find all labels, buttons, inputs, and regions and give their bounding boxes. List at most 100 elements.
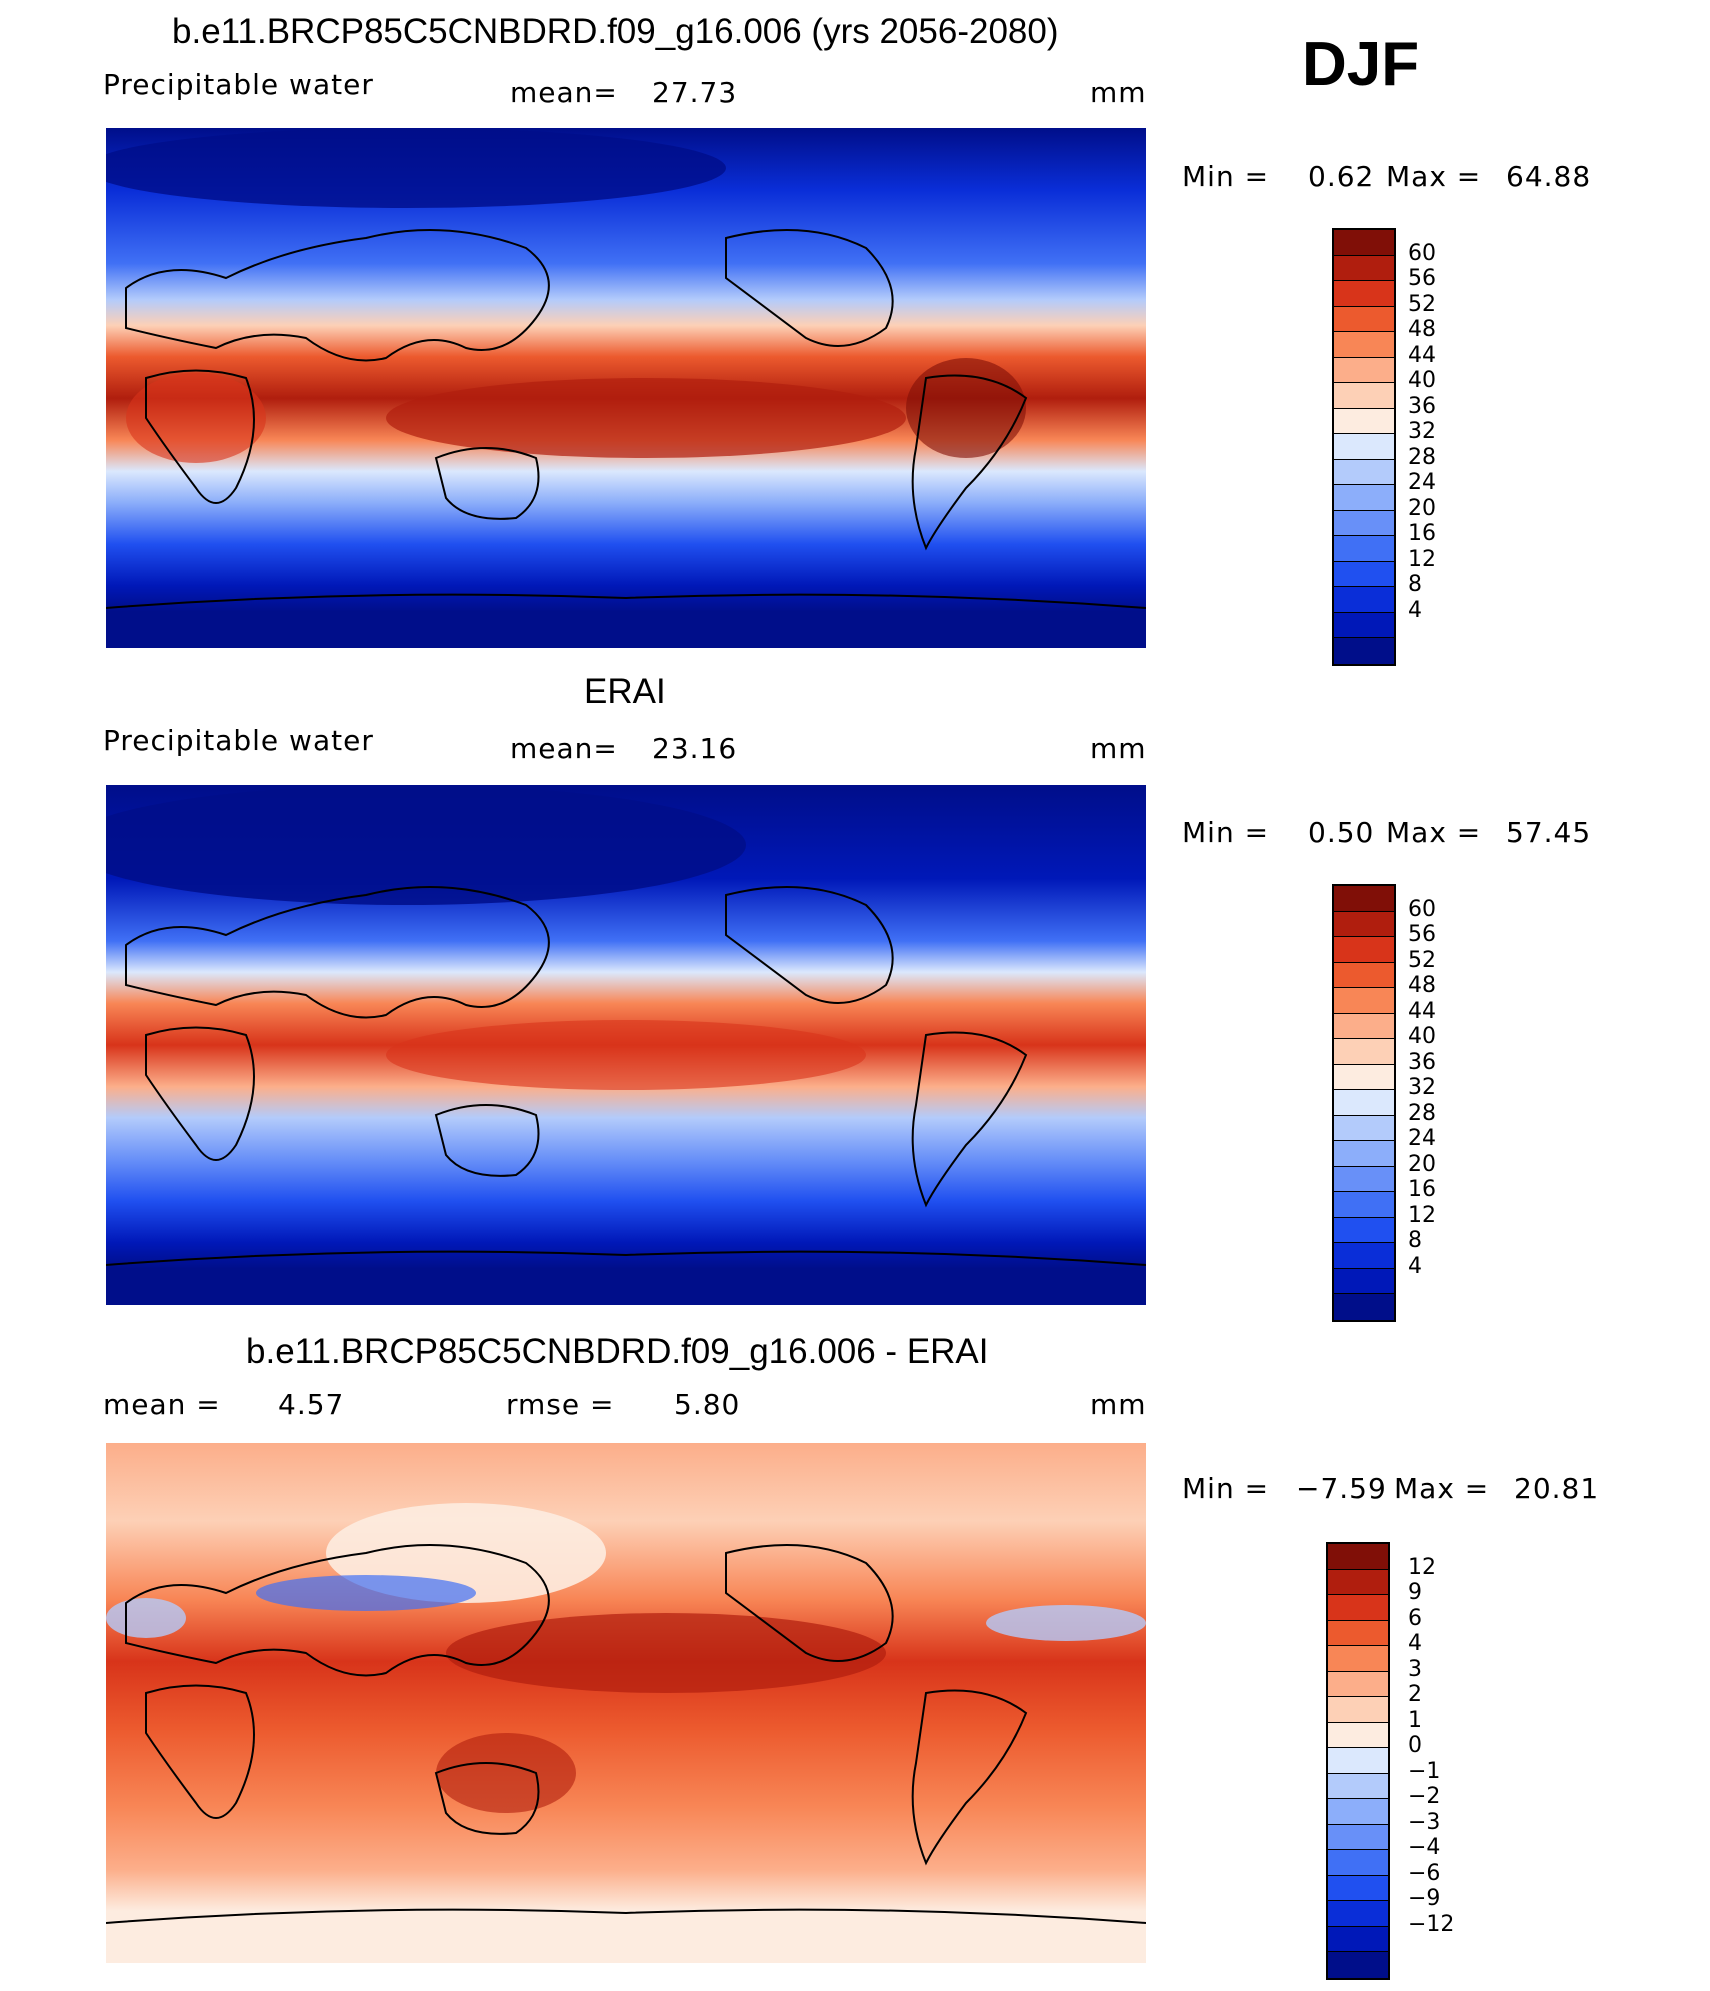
colorbar-segment [1334,612,1394,638]
panel2-warm-pool [386,1020,866,1090]
colorbar-tick-label: 8 [1408,572,1422,597]
colorbar-segment [1328,1824,1388,1850]
colorbar-segment [1334,383,1394,409]
colorbar-segment [1334,1217,1394,1243]
colorbar-tick-label: 28 [1408,1100,1436,1126]
panel1-variable: Precipitable water [103,68,374,101]
colorbar-segment [1334,988,1394,1014]
colorbar-tick-label: 36 [1408,393,1436,419]
colorbar-segment [1328,1952,1388,1978]
panel3-max-label: Max = [1394,1472,1490,1505]
colorbar-tick-label: 52 [1408,291,1436,317]
panel2-min-label: Min = [1182,816,1270,849]
colorbar-tick-label: 16 [1408,1177,1436,1202]
panel1-map-svg [106,128,1146,648]
colorbar-segment [1334,536,1394,562]
panel3-map-svg [106,1443,1146,1963]
colorbar-segment [1334,587,1394,613]
colorbar-tick-label: 60 [1408,896,1436,922]
colorbar-segment [1334,230,1394,256]
colorbar-tick-label: 48 [1408,317,1436,342]
panel3-min-value: −7.59 [1296,1472,1387,1505]
colorbar-segment [1334,485,1394,511]
colorbar-tick-label: 20 [1408,1151,1436,1177]
panel1-mean-value: 27.73 [652,76,738,109]
colorbar-tick-label: −1 [1408,1758,1441,1784]
colorbar-segment [1334,1013,1394,1039]
colorbar-segment [1334,962,1394,988]
colorbar-segment [1334,255,1394,281]
colorbar-segment [1334,638,1394,664]
colorbar-tick-label: 4 [1408,597,1422,623]
panel3-max-value: 20.81 [1514,1472,1600,1505]
panel3-negative-band [256,1575,476,1611]
colorbar-tick-label: −12 [1408,1911,1455,1937]
colorbar-tick-label: 52 [1408,947,1436,973]
colorbar-tick-label: 9 [1408,1580,1422,1605]
panel3-australia-max [436,1733,576,1813]
panel1-warm-pool [386,378,906,458]
colorbar-tick-label: 24 [1408,470,1436,495]
colorbar-segment [1334,937,1394,963]
colorbar-tick-label: 6 [1408,1605,1422,1631]
colorbar-segment [1328,1748,1388,1774]
panel2-min-value: 0.50 [1308,816,1375,849]
colorbar-segment [1328,1722,1388,1748]
colorbar-segment [1334,357,1394,383]
colorbar-segment [1328,1926,1388,1952]
colorbar-segment [1328,1850,1388,1876]
colorbar-segment [1334,306,1394,332]
panel3-field [106,1443,1146,1963]
panel3-negative-east [986,1605,1146,1641]
colorbar-segment [1334,510,1394,536]
panel3-mean-label: mean = [103,1388,221,1421]
colorbar-tick-label: 1 [1408,1707,1422,1733]
panel2-variable: Precipitable water [103,724,374,757]
colorbar-segment [1334,1294,1394,1320]
panel3-mean-value: 4.57 [278,1388,345,1421]
colorbar-segment [1328,1671,1388,1697]
colorbar-tick-label: −2 [1408,1784,1441,1809]
panel1-mean-label: mean= [510,76,618,109]
panel1-coastlines [106,229,1146,609]
panel1-min-label: Min = [1182,160,1270,193]
colorbar-segment [1334,1166,1394,1192]
panel2-max-label: Max = [1386,816,1482,849]
panel1-max-value: 64.88 [1506,160,1592,193]
panel2-arctic-dry [106,785,746,905]
colorbar-segment [1334,1115,1394,1141]
panel3-negative-west [106,1598,186,1638]
panel1-map [106,128,1146,648]
colorbar-tick-label: 40 [1408,1024,1436,1049]
colorbar-segment [1334,434,1394,460]
colorbar-tick-label: 56 [1408,922,1436,947]
panel3-colorbar [1326,1542,1390,1980]
panel1-colorbar [1332,228,1396,666]
colorbar-segment [1328,1620,1388,1646]
colorbar-tick-label: 48 [1408,973,1436,998]
colorbar-segment [1334,1192,1394,1218]
colorbar-segment [1334,1090,1394,1116]
colorbar-tick-label: −6 [1408,1860,1441,1886]
panel2-map [106,785,1146,1305]
colorbar-tick-label: −9 [1408,1886,1441,1911]
colorbar-segment [1334,911,1394,937]
colorbar-tick-label: 16 [1408,521,1436,546]
colorbar-tick-label: 20 [1408,495,1436,521]
colorbar-segment [1334,408,1394,434]
colorbar-segment [1328,1697,1388,1723]
colorbar-tick-label: 24 [1408,1126,1436,1151]
colorbar-tick-label: −3 [1408,1809,1441,1835]
colorbar-segment [1334,1141,1394,1167]
panel1-max-label: Max = [1386,160,1482,193]
colorbar-segment [1334,561,1394,587]
colorbar-tick-label: 12 [1408,1202,1436,1228]
panel2-coastlines [106,886,1146,1266]
colorbar-segment [1328,1875,1388,1901]
panel2-mean-label: mean= [510,732,618,765]
colorbar-tick-label: 44 [1408,998,1436,1024]
colorbar-tick-label: 40 [1408,368,1436,393]
panel1-title: b.e11.BRCP85C5CNBDRD.f09_g16.006 (yrs 20… [172,12,1059,51]
colorbar-segment [1328,1569,1388,1595]
colorbar-tick-label: 4 [1408,1631,1422,1656]
